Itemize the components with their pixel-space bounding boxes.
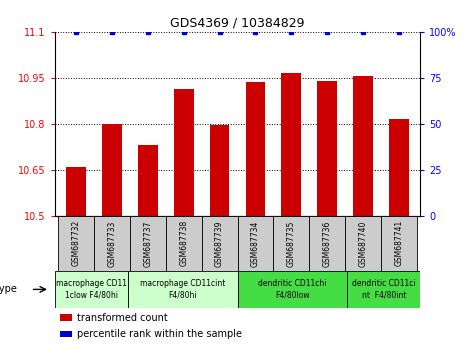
Bar xyxy=(281,73,301,216)
Text: GSM687735: GSM687735 xyxy=(287,220,296,267)
Text: GSM687740: GSM687740 xyxy=(359,220,368,267)
Text: dendritic CD11ci
nt  F4/80int: dendritic CD11ci nt F4/80int xyxy=(352,279,416,299)
Bar xyxy=(238,271,347,308)
Bar xyxy=(238,216,273,271)
Text: GSM687737: GSM687737 xyxy=(143,220,152,267)
Bar xyxy=(273,216,309,271)
Text: percentile rank within the sample: percentile rank within the sample xyxy=(77,329,242,339)
Text: GSM687739: GSM687739 xyxy=(215,220,224,267)
Text: GSM687738: GSM687738 xyxy=(179,220,188,267)
Text: cell type: cell type xyxy=(0,284,17,295)
Bar xyxy=(202,216,238,271)
Bar xyxy=(130,216,166,271)
Text: transformed count: transformed count xyxy=(77,313,168,323)
Text: dendritic CD11chi
F4/80low: dendritic CD11chi F4/80low xyxy=(258,279,327,299)
Bar xyxy=(102,124,122,216)
Bar xyxy=(94,216,130,271)
Text: GSM687733: GSM687733 xyxy=(107,220,116,267)
Text: macrophage CD11
1clow F4/80hi: macrophage CD11 1clow F4/80hi xyxy=(56,279,127,299)
Bar xyxy=(66,167,86,216)
Text: GSM687734: GSM687734 xyxy=(251,220,260,267)
Text: GSM687732: GSM687732 xyxy=(72,220,81,267)
Bar xyxy=(353,76,373,216)
Bar xyxy=(317,81,337,216)
Title: GDS4369 / 10384829: GDS4369 / 10384829 xyxy=(170,16,305,29)
Bar xyxy=(58,216,94,271)
Bar xyxy=(128,271,238,308)
Text: GSM687741: GSM687741 xyxy=(394,220,403,267)
Bar xyxy=(166,216,202,271)
Bar xyxy=(381,216,417,271)
Bar xyxy=(309,216,345,271)
Bar xyxy=(209,125,229,216)
Bar xyxy=(347,271,420,308)
Bar xyxy=(138,145,158,216)
Bar xyxy=(60,331,72,337)
Text: GSM687736: GSM687736 xyxy=(323,220,332,267)
Text: macrophage CD11cint
F4/80hi: macrophage CD11cint F4/80hi xyxy=(140,279,225,299)
Bar xyxy=(55,271,128,308)
Bar xyxy=(389,119,408,216)
Bar xyxy=(60,314,72,321)
Bar xyxy=(174,88,194,216)
Bar xyxy=(246,82,266,216)
Bar xyxy=(345,216,381,271)
